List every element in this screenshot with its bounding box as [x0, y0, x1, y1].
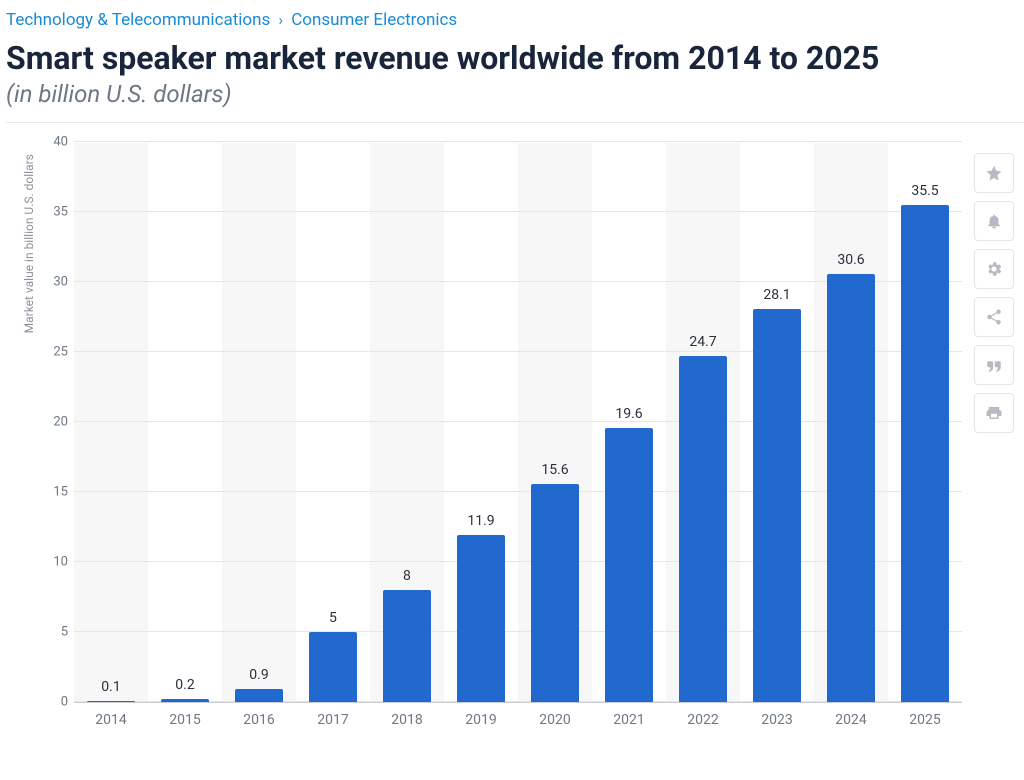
favorite-button[interactable] — [974, 153, 1014, 193]
bar[interactable]: 35.5 — [901, 205, 948, 702]
y-tick-label: 35 — [40, 205, 68, 220]
x-tick-label: 2022 — [687, 712, 718, 728]
bar[interactable]: 5 — [309, 632, 356, 702]
x-tick-label: 2015 — [169, 712, 200, 728]
bar-slot: 82018 — [370, 143, 444, 702]
chart-container: Market value in billion U.S. dollars 0.1… — [6, 122, 1024, 703]
bar[interactable]: 30.6 — [827, 274, 874, 702]
x-tick-label: 2021 — [613, 712, 644, 728]
bar-value-label: 30.6 — [837, 252, 864, 268]
x-tick-label: 2025 — [909, 712, 940, 728]
notify-button[interactable] — [974, 201, 1014, 241]
bar-value-label: 0.2 — [175, 677, 194, 693]
print-icon — [985, 404, 1003, 422]
bar[interactable]: 28.1 — [753, 309, 800, 702]
bar-slot: 52017 — [296, 143, 370, 702]
y-tick-label: 10 — [40, 555, 68, 570]
x-tick-label: 2017 — [317, 712, 348, 728]
bar-slot: 0.12014 — [74, 143, 148, 702]
print-button[interactable] — [974, 393, 1014, 433]
y-axis-label: Market value in billion U.S. dollars — [22, 154, 36, 333]
x-tick-label: 2016 — [243, 712, 274, 728]
bar-slot: 0.22015 — [148, 143, 222, 702]
share-icon — [985, 308, 1003, 326]
breadcrumb: Technology & Telecommunications › Consum… — [6, 10, 1024, 30]
chart-plot-area: Market value in billion U.S. dollars 0.1… — [74, 143, 962, 703]
gridline — [74, 141, 962, 142]
bar-value-label: 8 — [403, 568, 411, 584]
cite-button[interactable] — [974, 345, 1014, 385]
bar-value-label: 11.9 — [467, 513, 494, 529]
bar[interactable]: 8 — [383, 590, 430, 702]
bar[interactable]: 0.9 — [235, 689, 282, 702]
y-tick-label: 40 — [40, 135, 68, 150]
breadcrumb-link-subcategory[interactable]: Consumer Electronics — [291, 10, 457, 30]
x-tick-label: 2023 — [761, 712, 792, 728]
gear-icon — [985, 260, 1003, 278]
y-tick-label: 5 — [40, 625, 68, 640]
breadcrumb-link-category[interactable]: Technology & Telecommunications — [6, 10, 270, 30]
bar-value-label: 35.5 — [911, 183, 938, 199]
bar-value-label: 28.1 — [763, 287, 790, 303]
y-tick-label: 0 — [40, 695, 68, 710]
x-tick-label: 2018 — [391, 712, 422, 728]
bar[interactable]: 19.6 — [605, 428, 652, 702]
bar-value-label: 24.7 — [689, 334, 716, 350]
bar-slot: 24.72022 — [666, 143, 740, 702]
breadcrumb-separator: › — [278, 11, 283, 29]
bar-slot: 15.62020 — [518, 143, 592, 702]
bar-slot: 0.92016 — [222, 143, 296, 702]
bar[interactable]: 0.1 — [87, 701, 134, 702]
bar-slot: 19.62021 — [592, 143, 666, 702]
settings-button[interactable] — [974, 249, 1014, 289]
y-tick-label: 25 — [40, 345, 68, 360]
y-tick-label: 15 — [40, 485, 68, 500]
bar-slot: 30.62024 — [814, 143, 888, 702]
star-icon — [985, 164, 1003, 182]
x-tick-label: 2019 — [465, 712, 496, 728]
bar-value-label: 0.9 — [249, 667, 268, 683]
x-tick-label: 2024 — [835, 712, 866, 728]
bars-group: 0.120140.220150.92016520178201811.920191… — [74, 143, 962, 702]
bar[interactable]: 24.7 — [679, 356, 726, 702]
bar-value-label: 5 — [329, 610, 337, 626]
page-subtitle: (in billion U.S. dollars) — [6, 80, 1024, 108]
quote-icon — [985, 356, 1003, 374]
chart-toolbar — [974, 153, 1014, 433]
bar-slot: 35.52025 — [888, 143, 962, 702]
y-tick-label: 20 — [40, 415, 68, 430]
bell-icon — [985, 212, 1003, 230]
bar[interactable]: 11.9 — [457, 535, 504, 702]
bar-slot: 11.92019 — [444, 143, 518, 702]
bar-value-label: 15.6 — [541, 462, 568, 478]
bar-value-label: 19.6 — [615, 406, 642, 422]
page-title: Smart speaker market revenue worldwide f… — [6, 38, 1024, 78]
bar[interactable]: 15.6 — [531, 484, 578, 702]
x-tick-label: 2014 — [95, 712, 126, 728]
x-tick-label: 2020 — [539, 712, 570, 728]
bar-slot: 28.12023 — [740, 143, 814, 702]
share-button[interactable] — [974, 297, 1014, 337]
bar[interactable]: 0.2 — [161, 699, 208, 702]
y-tick-label: 30 — [40, 275, 68, 290]
bar-value-label: 0.1 — [101, 679, 120, 695]
